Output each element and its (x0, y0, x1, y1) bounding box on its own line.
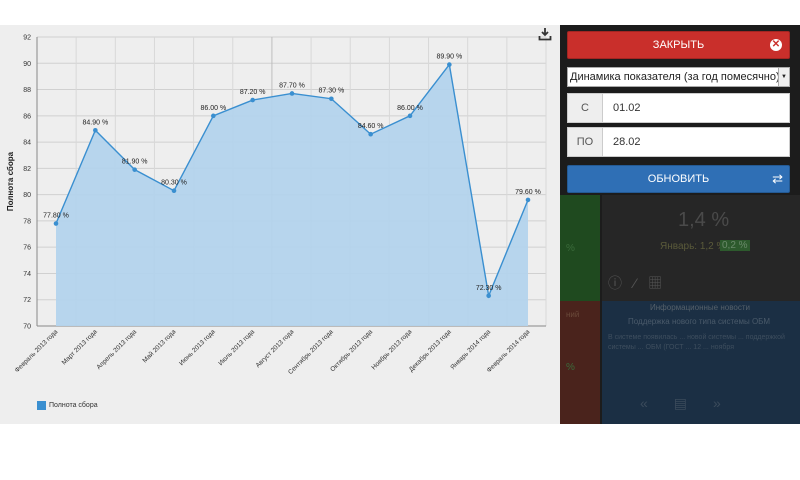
x-tick-label: Апрель 2013 года (95, 328, 138, 371)
x-tick-label: Июль 2013 года (217, 328, 256, 367)
data-label: 89.90 % (436, 54, 462, 61)
data-label: 84.90 % (82, 119, 108, 126)
y-tick-label: 72 (23, 297, 31, 304)
date-from-input[interactable] (603, 94, 785, 122)
x-tick-label: Декабрь 2013 года (407, 327, 453, 373)
bg-metric-sub: Январь: 1,2 % (660, 241, 726, 252)
y-tick-label: 90 (23, 61, 31, 68)
data-label: 86.00 % (397, 105, 423, 112)
bg-news-title: Информационные новости (650, 303, 750, 312)
data-label: 72.30 % (476, 285, 502, 292)
bg-metric-badge: 0,2 % (720, 240, 750, 251)
chart-legend[interactable]: Полнота сбора (37, 401, 98, 410)
x-tick-label: Август 2013 года (255, 328, 296, 369)
close-button-label: ЗАКРЫТЬ (652, 39, 705, 51)
series-area (56, 64, 528, 326)
data-point (171, 188, 177, 193)
close-icon: ✕ (770, 39, 782, 51)
report-type-value: Динамика показателя (за год помесячно) (570, 71, 780, 83)
data-label: 87.20 % (240, 89, 266, 96)
x-tick-label: Ноябрь 2013 года (370, 327, 414, 371)
chart-panel: 70 72 74 76 78 80 82 84 86 88 90 92 Полнота сбора 77.… (0, 25, 560, 424)
y-tick-label: 74 (23, 271, 31, 278)
data-point (407, 113, 413, 119)
x-tick-label: Февраль 2014 года (486, 328, 532, 374)
x-tick-label: Январь 2014 года (449, 328, 492, 371)
x-tick-label: Февраль 2013 года (14, 328, 60, 374)
x-tick-label: Март 2013 года (61, 328, 99, 366)
bg-toolbar-icons: ⓘ ⁄ ▦ (608, 275, 667, 291)
bg-news-headline: Поддержка нового типа системы ОБМ (628, 317, 771, 326)
report-type-select[interactable]: Динамика показателя (за год помесячно) ▼ (567, 67, 790, 87)
date-to-input[interactable] (603, 128, 785, 156)
date-from-label: С (568, 94, 603, 122)
data-point (53, 221, 59, 226)
data-label: 84.60 % (358, 123, 384, 130)
data-point (132, 167, 137, 172)
data-label: 77.80 % (43, 213, 69, 220)
bg-left-label: ний (566, 310, 580, 319)
y-axis-title: Полнота сбора (6, 151, 15, 211)
refresh-icon: ⇄ (772, 171, 783, 186)
area-chart: 70 72 74 76 78 80 82 84 86 88 90 92 Полнота сбора 77.… (6, 35, 547, 376)
date-from-field: С (567, 93, 790, 123)
bg-metric-value: 1,4 % (678, 209, 730, 231)
chevron-down-icon: ▼ (778, 68, 789, 86)
data-label: 87.70 % (279, 82, 305, 89)
x-tick-label: Октябрь 2013 года (329, 327, 375, 373)
data-point (211, 113, 216, 119)
data-point (289, 91, 295, 96)
legend-swatch (37, 401, 46, 410)
data-point (329, 96, 334, 102)
download-icon[interactable] (538, 27, 552, 41)
refresh-button-label: ОБНОВИТЬ (647, 173, 710, 185)
close-button[interactable]: ЗАКРЫТЬ ✕ (567, 31, 790, 59)
y-tick-label: 82 (23, 166, 31, 173)
data-point (525, 197, 531, 203)
data-label: 79.60 % (515, 189, 541, 196)
bg-tile-red (560, 301, 600, 424)
data-label: 80.30 % (161, 180, 187, 187)
date-to-label: ПО (568, 128, 603, 156)
y-tick-label: 78 (23, 218, 31, 225)
data-point (447, 62, 452, 67)
data-point (250, 97, 255, 103)
bg-tile-main (602, 195, 800, 307)
y-tick-label: 80 (23, 192, 31, 199)
data-label: 81.90 % (122, 159, 148, 166)
data-point (93, 127, 98, 133)
bg-news-text: В системе появилась ... новой системы ..… (608, 334, 785, 351)
x-tick-label: Июнь 2013 года (178, 328, 217, 367)
legend-label: Полнота сбора (49, 402, 98, 409)
data-point (368, 131, 373, 137)
bg-left-badge: % (566, 243, 575, 254)
y-tick-label: 70 (23, 324, 31, 331)
x-tick-label: Май 2013 года (141, 327, 178, 364)
bg-tile-green (560, 195, 600, 307)
bg-news-nav: «▤» (640, 395, 747, 411)
refresh-button[interactable]: ОБНОВИТЬ ⇄ (567, 165, 790, 193)
bg-left-badge-2: % (566, 362, 575, 373)
y-tick-label: 86 (23, 113, 31, 120)
bg-tile-news (602, 301, 800, 424)
y-tick-label: 92 (23, 35, 31, 42)
y-tick-label: 88 (23, 87, 31, 94)
data-point (486, 293, 491, 299)
data-label: 86.00 % (200, 105, 226, 112)
y-tick-label: 76 (23, 245, 31, 252)
y-tick-label: 84 (23, 140, 31, 147)
side-panel: 1,4 % Январь: 1,2 % 0,2 % ⓘ ⁄ ▦ Информац… (560, 25, 800, 424)
date-to-field: ПО (567, 127, 790, 157)
data-label: 87.30 % (318, 88, 344, 95)
